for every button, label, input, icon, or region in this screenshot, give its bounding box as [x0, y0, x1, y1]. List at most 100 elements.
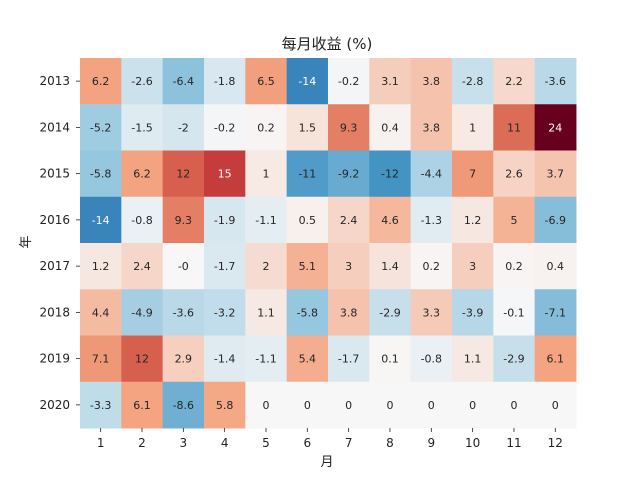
cell-value-label: -3.3 [90, 399, 111, 412]
cell-value-label: 0 [510, 399, 517, 412]
heatmap-cell [327, 150, 370, 198]
heatmap-cell [369, 381, 412, 429]
cell-value-label: -5.2 [90, 121, 111, 134]
cell-value-label: 1.5 [299, 121, 317, 134]
heatmap-cell [534, 196, 577, 244]
x-tick-label: 8 [386, 436, 394, 450]
heatmap-cell [327, 335, 370, 383]
x-tick-label: 1 [97, 436, 105, 450]
heatmap-cell [162, 58, 205, 105]
cell-value-label: 0.2 [423, 260, 441, 273]
cell-value-label: 12 [135, 353, 149, 366]
cell-value-label: 6.2 [133, 168, 151, 181]
heatmap-cell [493, 58, 536, 105]
heatmap-cell [451, 150, 494, 198]
heatmap-cell [162, 381, 205, 429]
cell-value-label: 0.2 [257, 121, 275, 134]
heatmap-cell [493, 150, 536, 198]
cell-value-label: -0.2 [338, 75, 359, 88]
x-tick-label: 12 [548, 436, 563, 450]
heatmap-cell [203, 381, 246, 429]
cell-value-label: 3.7 [547, 168, 565, 181]
heatmap-cell [534, 243, 577, 290]
heatmap-cell [80, 243, 122, 290]
heatmap-cell [203, 243, 246, 290]
cell-value-label: 5.4 [299, 353, 317, 366]
cell-value-label: 3.8 [340, 306, 358, 319]
cell-value-label: -11 [298, 168, 316, 181]
heatmap-cell [451, 104, 494, 151]
cell-value-label: -4.4 [421, 168, 442, 181]
heatmap-cell [369, 289, 412, 336]
heatmap-cell [286, 381, 329, 429]
heatmap-cell [410, 289, 453, 336]
heatmap-cell [410, 104, 453, 151]
x-axis-ticks: 1 2 3 4 5 6 7 8 9 10 11 12 [97, 428, 563, 450]
cell-value-label: 0 [386, 399, 393, 412]
x-tick-label: 4 [221, 436, 229, 450]
cell-value-label: -1.3 [421, 214, 442, 227]
cell-value-label: -6.4 [173, 75, 194, 88]
cell-value-label: 0.5 [299, 214, 317, 227]
y-tick-label: 2016 [39, 213, 70, 227]
heatmap-cell [162, 104, 205, 151]
cell-value-label: -3.2 [214, 306, 235, 319]
cell-value-label: 3.8 [423, 75, 441, 88]
heatmap-cell [451, 243, 494, 290]
cell-value-label: 1.4 [381, 260, 399, 273]
cell-value-label: -3.9 [462, 306, 483, 319]
heatmap-cell [286, 196, 329, 244]
heatmap-cell [534, 58, 577, 105]
heatmap-cell [203, 289, 246, 336]
heatmap-cell [162, 335, 205, 383]
x-tick-label: 11 [506, 436, 521, 450]
heatmap-cell [121, 58, 164, 105]
heatmap-cell [410, 196, 453, 244]
heatmap-cell [162, 196, 205, 244]
heatmap-cell [534, 335, 577, 383]
cell-value-label: -0.8 [421, 353, 442, 366]
heatmap-cell [203, 104, 246, 151]
cell-value-label: 9.3 [340, 121, 358, 134]
cell-value-label: 0 [345, 399, 352, 412]
heatmap-cell [162, 150, 205, 198]
cell-value-label: 2.6 [505, 168, 523, 181]
x-tick-label: 10 [465, 436, 480, 450]
heatmap-cell [369, 335, 412, 383]
heatmap-cell [493, 104, 536, 151]
x-axis-label: 月 [320, 455, 333, 470]
heatmap-cell [80, 289, 122, 336]
heatmap-cell [493, 289, 536, 336]
cell-value-label: 15 [218, 168, 232, 181]
y-axis-ticks: 2013 2014 2015 2016 2017 2018 2019 2020 [39, 74, 80, 412]
heatmap-cell [451, 289, 494, 336]
x-tick-label: 5 [262, 436, 270, 450]
cell-value-label: 1.1 [464, 353, 482, 366]
cell-value-label: -0 [178, 260, 189, 273]
cell-value-label: 2 [262, 260, 269, 273]
heatmap-cell [286, 243, 329, 290]
heatmap-cell [369, 104, 412, 151]
heatmap-cell [245, 196, 288, 244]
cell-value-label: 2.4 [340, 214, 358, 227]
heatmap-cell [493, 243, 536, 290]
heatmap-cell [121, 335, 164, 383]
cell-value-label: -2.9 [503, 353, 524, 366]
heatmap-cell [245, 104, 288, 151]
cell-value-label: 0 [262, 399, 269, 412]
y-tick-label: 2015 [39, 167, 70, 181]
cell-value-label: 3 [345, 260, 352, 273]
cell-value-label: 3.1 [381, 75, 399, 88]
heatmap-cell [534, 150, 577, 198]
heatmap-cell [80, 381, 122, 429]
x-tick-label: 9 [427, 436, 435, 450]
cell-value-label: -2.6 [131, 75, 152, 88]
cell-value-label: 5 [510, 214, 517, 227]
heatmap-cell [327, 58, 370, 105]
cell-value-label: -12 [381, 168, 399, 181]
cell-value-label: 12 [176, 168, 190, 181]
heatmap-cell [327, 289, 370, 336]
cell-value-label: 0.1 [381, 353, 399, 366]
cell-value-label: 6.1 [133, 399, 151, 412]
